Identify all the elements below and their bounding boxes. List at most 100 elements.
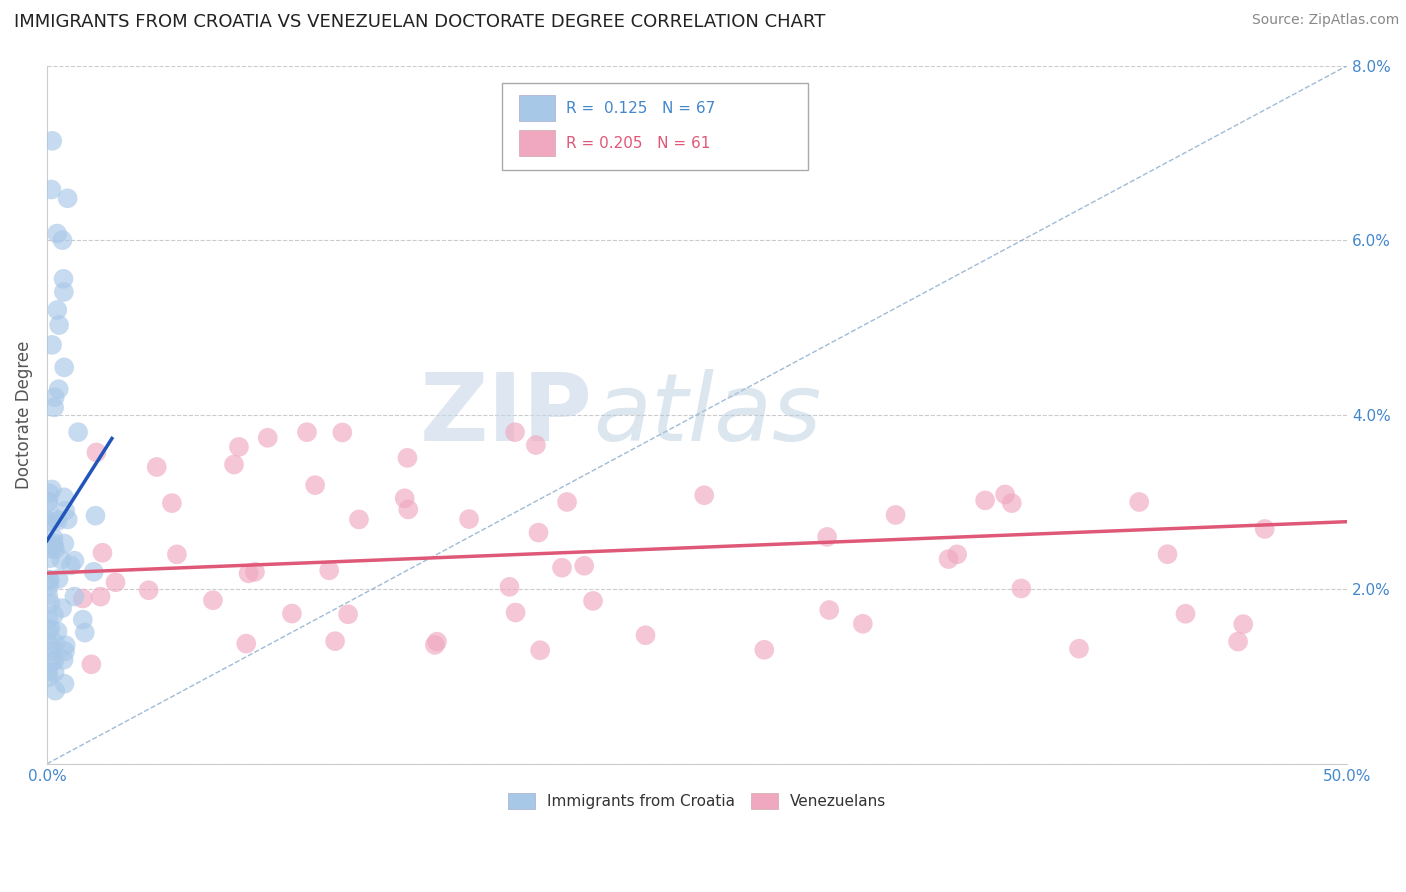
Point: [37, 515, 59, 529]
Point: [42, 607, 65, 622]
Point: [852, 616, 875, 631]
Point: [551, 560, 574, 574]
Point: [38, 486, 60, 500]
Point: [235, 637, 257, 651]
Point: [323, 634, 346, 648]
Point: [503, 425, 526, 439]
Point: [160, 496, 183, 510]
Point: [318, 563, 340, 577]
Point: [938, 552, 960, 566]
Point: [59, 558, 82, 573]
Point: [37, 495, 59, 509]
Point: [89, 590, 111, 604]
Point: [39, 573, 62, 587]
Point: [45, 511, 67, 525]
Point: [41, 655, 63, 669]
Y-axis label: Doctorate Degree: Doctorate Degree: [15, 341, 32, 489]
Point: [48, 382, 70, 396]
Point: [72, 591, 94, 606]
Point: [818, 603, 841, 617]
Point: [1128, 495, 1150, 509]
Point: [44, 636, 66, 650]
Point: [222, 458, 245, 472]
Point: [51, 601, 73, 615]
Point: [37, 589, 59, 603]
Point: [91, 546, 114, 560]
Point: [51, 552, 73, 566]
Point: [41, 644, 63, 658]
Point: [42, 539, 65, 553]
Point: [72, 613, 94, 627]
Point: [37, 537, 59, 551]
Point: [83, 565, 105, 579]
Point: [41, 338, 63, 352]
Point: [53, 536, 76, 550]
Point: [166, 547, 188, 561]
FancyBboxPatch shape: [502, 83, 807, 170]
Point: [396, 502, 419, 516]
Point: [337, 607, 360, 622]
Point: [138, 583, 160, 598]
Point: [51, 233, 73, 247]
Point: [56, 512, 79, 526]
Point: [582, 594, 605, 608]
Point: [73, 625, 96, 640]
Point: [281, 607, 304, 621]
Point: [505, 606, 527, 620]
Point: [256, 431, 278, 445]
Point: [44, 401, 66, 415]
Point: [974, 493, 997, 508]
Point: [38, 579, 60, 593]
Point: [37, 665, 59, 679]
Point: [44, 542, 66, 557]
Point: [1232, 617, 1254, 632]
Point: [458, 512, 481, 526]
Point: [37, 573, 59, 587]
Point: [39, 622, 62, 636]
Point: [529, 643, 551, 657]
Point: [884, 508, 907, 522]
Point: [44, 653, 66, 667]
Point: [48, 572, 70, 586]
Point: [498, 580, 520, 594]
Point: [1174, 607, 1197, 621]
Point: [63, 590, 86, 604]
Point: [396, 450, 419, 465]
Point: [41, 483, 63, 497]
Point: [38, 514, 60, 528]
Point: [238, 566, 260, 581]
Point: [38, 638, 60, 652]
Point: [41, 134, 63, 148]
Point: [295, 425, 318, 439]
Point: [1010, 582, 1032, 596]
Point: [46, 514, 69, 528]
Text: R =  0.125   N = 67: R = 0.125 N = 67: [565, 101, 716, 116]
Point: [52, 272, 75, 286]
Point: [44, 683, 66, 698]
Text: Source: ZipAtlas.com: Source: ZipAtlas.com: [1251, 13, 1399, 28]
Point: [39, 596, 62, 610]
Point: [243, 565, 266, 579]
Point: [44, 665, 66, 680]
Point: [37, 624, 59, 638]
Point: [347, 512, 370, 526]
Point: [37, 613, 59, 627]
Point: [42, 536, 65, 550]
Point: [555, 495, 578, 509]
Point: [46, 303, 69, 318]
Point: [1001, 496, 1024, 510]
Point: [46, 227, 69, 241]
Point: [330, 425, 353, 440]
Text: ZIP: ZIP: [420, 368, 593, 460]
Point: [86, 445, 108, 459]
Point: [527, 525, 550, 540]
Point: [1067, 641, 1090, 656]
Point: [56, 191, 79, 205]
Point: [1254, 522, 1277, 536]
Point: [63, 554, 86, 568]
Point: [426, 634, 449, 648]
Point: [53, 360, 76, 375]
Point: [52, 653, 75, 667]
Point: [37, 494, 59, 508]
Point: [754, 642, 776, 657]
